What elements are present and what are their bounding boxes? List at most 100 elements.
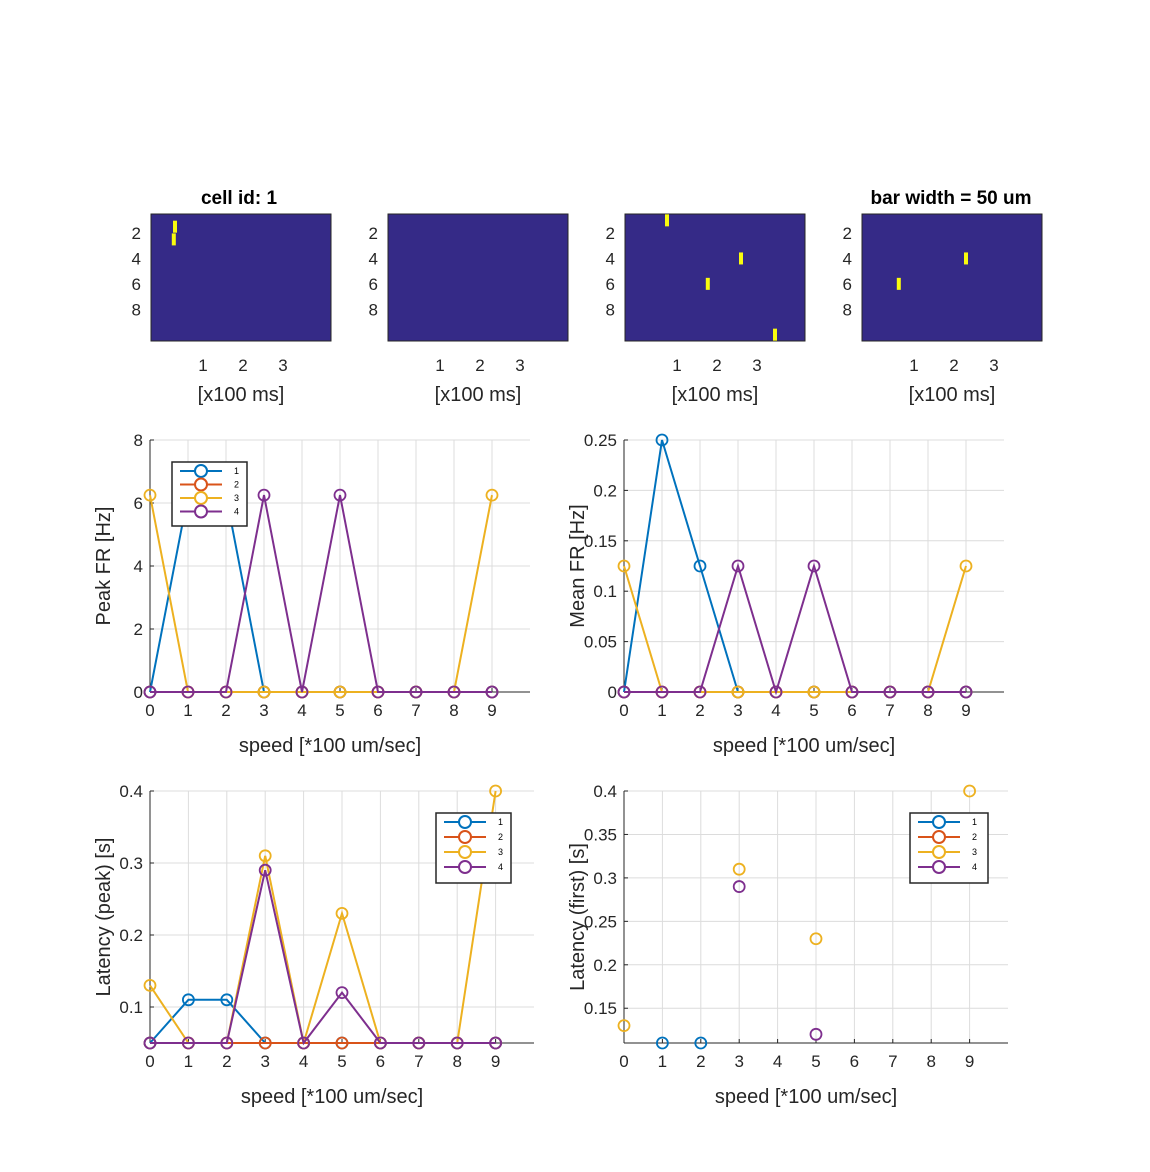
y-tick-label: 0.4 [593, 782, 617, 801]
x-tick-label: 4 [299, 1052, 308, 1071]
y-axis-label: Latency (peak) [s] [93, 838, 115, 997]
data-point [450, 1036, 464, 1050]
y-tick-label: 6 [134, 494, 143, 513]
y-tick-label: 0.25 [584, 431, 617, 450]
y-tick-label: 0.15 [584, 532, 617, 551]
raster-panel-4: 2 4 6 8 1 2 3 [x100 ms] [843, 213, 1043, 406]
data-point [809, 1027, 823, 1041]
raster-y-tick: 8 [606, 300, 615, 319]
raster-y-tick: 8 [843, 300, 852, 319]
raster-y-tick: 2 [369, 224, 378, 243]
raster-background [387, 213, 569, 342]
legend-marker [458, 830, 472, 844]
raster-y-tick: 2 [606, 224, 615, 243]
raster-x-tick: 1 [909, 356, 918, 375]
raster-spike [665, 214, 669, 227]
raster-spike [739, 252, 743, 265]
chart-4: 0 1 2 3 4 5 6 7 8 9 0.15 0.2 0.25 0.3 0.35 0.4 speed [*1… [567, 782, 1008, 1108]
x-tick-label: 7 [414, 1052, 423, 1071]
data-point [257, 488, 271, 502]
raster-x-tick: 1 [672, 356, 681, 375]
line-charts: 0 1 2 3 4 5 6 7 8 9 0 2 4 6 8 speed [*100 um/sec] Peak F… [93, 431, 1008, 1108]
x-tick-label: 5 [335, 701, 344, 720]
x-axis-label: speed [*100 um/sec] [713, 735, 895, 757]
data-point [333, 685, 347, 699]
x-tick-label: 9 [491, 1052, 500, 1071]
legend-label: 2 [234, 480, 239, 490]
series-line [150, 494, 492, 693]
raster-panel-3: 2 4 6 8 1 2 3 [x100 ms] [606, 213, 806, 406]
y-tick-label: 0.2 [593, 481, 617, 500]
raster-spike [773, 328, 777, 341]
x-tick-label: 9 [965, 1052, 974, 1071]
data-point [959, 685, 973, 699]
title-cell-id: cell id: 1 [201, 188, 277, 209]
raster-y-tick: 4 [132, 249, 141, 268]
x-axis-label: speed [*100 um/sec] [239, 735, 421, 757]
x-tick-label: 1 [658, 1052, 667, 1071]
data-point [219, 685, 233, 699]
series-line [623, 439, 966, 693]
x-tick-label: 7 [885, 701, 894, 720]
series-1 [143, 993, 503, 1050]
x-tick-label: 3 [734, 1052, 743, 1071]
series-4 [732, 880, 823, 1041]
x-tick-label: 6 [373, 701, 382, 720]
x-tick-label: 6 [850, 1052, 859, 1071]
raster-panels: 2 4 6 8 1 2 3 [x100 ms] 2 4 6 8 1 2 3 [x100 ms] 2 4 6 8 1 2 3 [… [132, 213, 1043, 406]
data-point [143, 979, 157, 992]
title-bar-width: bar width = 50 um [870, 188, 1031, 209]
legend-box [435, 812, 512, 884]
raster-x-tick: 2 [475, 356, 484, 375]
legend-label: 4 [234, 507, 239, 517]
data-point [655, 685, 669, 699]
data-point [731, 559, 745, 573]
raster-background [150, 213, 332, 342]
raster-y-tick: 6 [132, 275, 141, 294]
series-1 [656, 1036, 708, 1050]
data-point [257, 685, 271, 699]
y-tick-label: 8 [134, 431, 143, 450]
y-tick-label: 0.15 [584, 999, 617, 1018]
raster-y-tick: 6 [369, 275, 378, 294]
legend-label: 3 [972, 847, 977, 857]
raster-y-tick: 6 [843, 275, 852, 294]
x-tick-label: 7 [411, 701, 420, 720]
series-3 [617, 784, 976, 1033]
x-tick-label: 9 [961, 701, 970, 720]
x-tick-label: 6 [376, 1052, 385, 1071]
raster-x-tick: 2 [712, 356, 721, 375]
x-tick-label: 2 [695, 701, 704, 720]
data-point [617, 685, 631, 699]
legend-marker [932, 860, 946, 874]
data-point [845, 685, 859, 699]
data-point [297, 1036, 311, 1050]
data-point [769, 685, 783, 699]
legend-label: 1 [234, 466, 239, 476]
y-tick-label: 0.3 [119, 854, 143, 873]
legend-label: 1 [498, 817, 503, 827]
data-point [489, 1036, 503, 1050]
raster-spike [964, 252, 968, 265]
legend-marker [194, 491, 208, 505]
data-point [807, 685, 821, 699]
data-point [295, 685, 309, 699]
data-point [693, 685, 707, 699]
series-line [150, 869, 496, 1046]
legend-marker [194, 504, 208, 519]
data-point [258, 849, 272, 863]
raster-y-tick: 8 [132, 300, 141, 319]
x-tick-label: 3 [259, 701, 268, 720]
data-point [693, 559, 707, 573]
y-tick-label: 0.3 [593, 869, 617, 888]
y-tick-label: 0.4 [119, 782, 143, 801]
data-point [143, 1036, 157, 1050]
data-point [181, 993, 195, 1007]
data-point [655, 433, 669, 447]
x-tick-label: 8 [923, 701, 932, 720]
raster-x-label: [x100 ms] [198, 384, 285, 406]
data-point [143, 685, 157, 699]
raster-x-tick: 1 [435, 356, 444, 375]
data-point [258, 863, 272, 877]
raster-panel-2: 2 4 6 8 1 2 3 [x100 ms] [369, 213, 569, 406]
